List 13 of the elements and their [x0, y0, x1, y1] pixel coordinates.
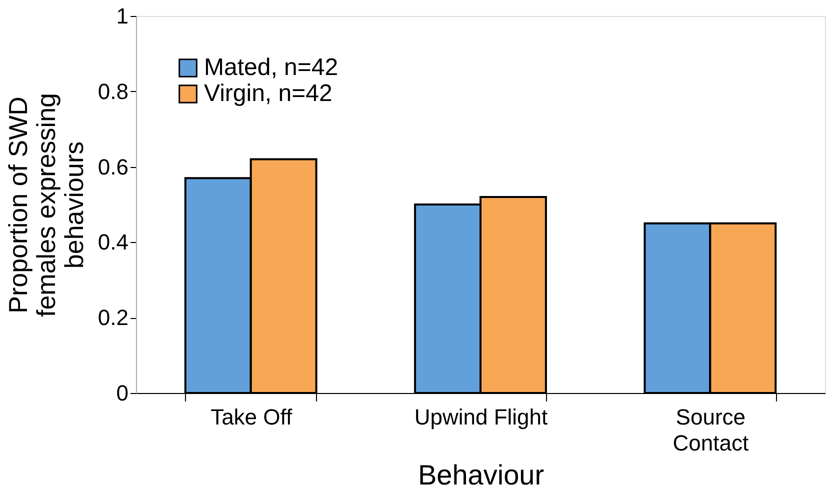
y-tick-label: 0.2	[98, 305, 128, 330]
y-tick-label: 1	[116, 4, 128, 28]
x-axis-title: Behaviour	[418, 460, 544, 490]
x-tick-label: Source Contact	[672, 404, 749, 456]
legend-label: Mated, n=42	[204, 54, 338, 81]
y-tick-label: 0	[116, 380, 128, 406]
legend-label: Virgin, n=42	[204, 80, 332, 107]
x-tick-label: Upwind Flight	[414, 404, 548, 430]
x-tick-label: Take Off	[210, 404, 293, 430]
y-axis-title: Proportion of SWD females expressing behaviours	[2, 93, 89, 317]
y-tick-label: 0.6	[98, 154, 128, 180]
y-tick-label: 0.4	[98, 230, 128, 255]
y-tick-label: 0.8	[98, 78, 128, 104]
